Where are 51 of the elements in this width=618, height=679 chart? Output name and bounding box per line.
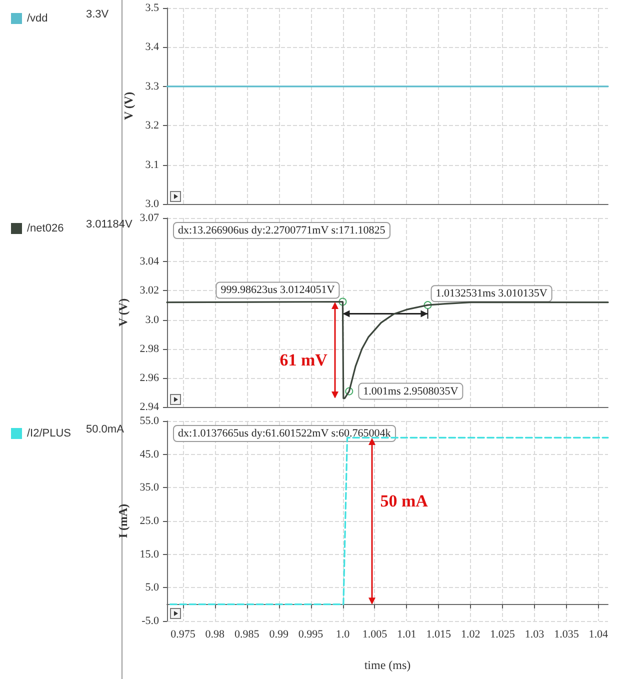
y-tick-label: 3.1	[145, 158, 159, 171]
y-tick-label: 2.98	[140, 342, 160, 355]
annotation: dx:13.266906us dy:2.2700771mV s:171.10825	[178, 224, 386, 236]
annotation: 999.98623us 3.0124051V	[220, 284, 335, 296]
y-tick-label: 3.4	[145, 41, 160, 54]
x-tick-label: 0.98	[205, 628, 226, 640]
y-tick-label: -5.0	[142, 615, 160, 627]
y-tick-label: 2.94	[140, 401, 160, 413]
text: 3.3V	[86, 8, 110, 20]
x-tick-label: 0.975	[170, 628, 196, 640]
text: 3.01184V	[86, 218, 133, 230]
y-tick-label: 35.0	[140, 482, 160, 494]
y-tick-label: 45.0	[140, 448, 160, 460]
x-tick-label: 0.985	[234, 628, 260, 640]
y-tick-label: 3.3	[145, 80, 160, 92]
y-tick-label: 3.0	[145, 198, 160, 210]
y-tick-label: 3.04	[140, 256, 160, 268]
y-tick-label: 15.0	[140, 548, 160, 560]
y-tick-label: 55.0	[140, 415, 160, 427]
y-tick-label: 3.07	[140, 212, 160, 224]
y-axis-title: V (V)	[116, 298, 130, 327]
y-tick-label: 5.0	[145, 582, 160, 594]
y-axis-title: V (V)	[121, 92, 136, 120]
x-tick-label: 1.01	[397, 628, 416, 640]
x-tick-label: 1.005	[362, 628, 388, 640]
y-tick-label: 25.0	[140, 515, 160, 527]
y-tick-label: 3.5	[145, 2, 160, 14]
x-tick-label: 1.035	[554, 628, 580, 640]
annotation: 1.001ms 2.9508035V	[363, 385, 458, 398]
legend-label: /vdd	[27, 12, 48, 24]
legend-label: /I2/PLUS	[27, 428, 72, 440]
x-tick-label: 1.02	[460, 628, 480, 640]
y-tick-label: 3.2	[145, 120, 159, 132]
y-tick-label: 3.0	[145, 314, 160, 326]
legend-label: /net026	[27, 222, 64, 234]
x-tick-label: 1.0	[336, 628, 350, 640]
x-tick-label: 1.025	[490, 628, 516, 640]
x-tick-label: 1.04	[588, 628, 609, 640]
x-tick-label: 1.03	[524, 628, 545, 640]
annotation: 61 mV	[280, 350, 328, 370]
annotation: dx:1.0137665us dy:61.601522mV s:60.765004k	[178, 428, 392, 440]
y-tick-label: 3.02	[140, 284, 159, 297]
x-tick-label: 1.015	[426, 628, 452, 640]
annotation: 1.0132531ms 3.010135V	[436, 288, 548, 300]
text: 50.0mA	[86, 424, 125, 436]
annotation: 50 mA	[380, 492, 429, 510]
x-tick-label: 0.99	[269, 628, 289, 640]
x-tick-label: 0.995	[298, 628, 324, 640]
y-axis-title: I (mA)	[116, 504, 130, 538]
y-tick-label: 2.96	[140, 372, 160, 384]
x-axis-title: time (ms)	[364, 658, 411, 672]
